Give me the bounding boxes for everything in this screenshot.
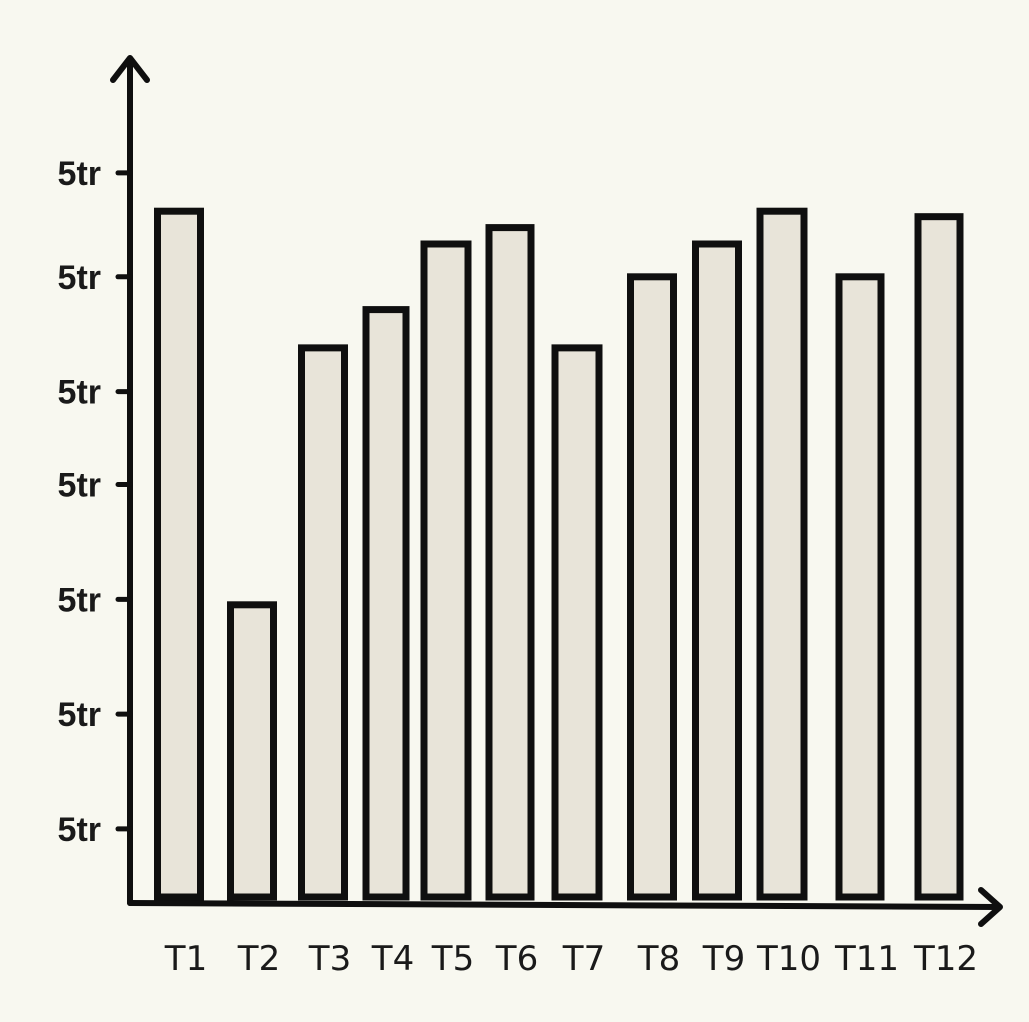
x-tick-label: T1 (164, 939, 207, 979)
x-tick-label: T3 (308, 939, 351, 979)
y-ticks: 5tr 5tr 5tr 5tr 5tr 5tr 5tr (58, 155, 133, 849)
y-tick-label: 5tr (58, 467, 101, 505)
y-tick-label: 5tr (58, 811, 101, 849)
x-axis (127, 900, 1002, 910)
x-tick-label: T5 (431, 939, 474, 979)
x-tick-label: T6 (495, 939, 538, 979)
x-tick-label: T9 (702, 939, 745, 979)
bar-t1 (154, 207, 204, 901)
y-axis-arrow-icon (110, 55, 150, 83)
y-tick-label: 5tr (58, 259, 101, 297)
bar-t10 (756, 207, 808, 901)
x-tick-label: T7 (562, 939, 605, 979)
x-tick-label: T8 (637, 939, 680, 979)
bar-t6 (485, 224, 535, 901)
bar-t8 (627, 273, 677, 901)
bar-t2 (227, 601, 277, 901)
x-tick-labels: T1 T2 T3 T4 T5 T6 T7 T8 T9 T10 T11 T12 (164, 939, 978, 979)
y-tick-label: 5tr (58, 155, 101, 193)
x-tick-label: T11 (834, 939, 899, 979)
y-tick-label: 5tr (58, 581, 101, 619)
bar-t9 (692, 240, 742, 901)
x-axis-arrow-icon (978, 887, 1003, 927)
bar-t11 (835, 273, 885, 901)
bars-layer (154, 207, 964, 901)
bar-t3 (298, 344, 348, 901)
y-tick-label: 5tr (58, 374, 101, 412)
bar-t4 (362, 306, 410, 901)
bar-t5 (420, 240, 472, 901)
x-tick-label: T4 (371, 939, 414, 979)
x-tick-label: T12 (913, 939, 978, 979)
y-tick-label: 5tr (58, 696, 101, 734)
x-tick-label: T2 (237, 939, 280, 979)
bar-t12 (914, 213, 964, 901)
bar-t7 (551, 344, 603, 901)
x-tick-label: T10 (756, 939, 821, 979)
